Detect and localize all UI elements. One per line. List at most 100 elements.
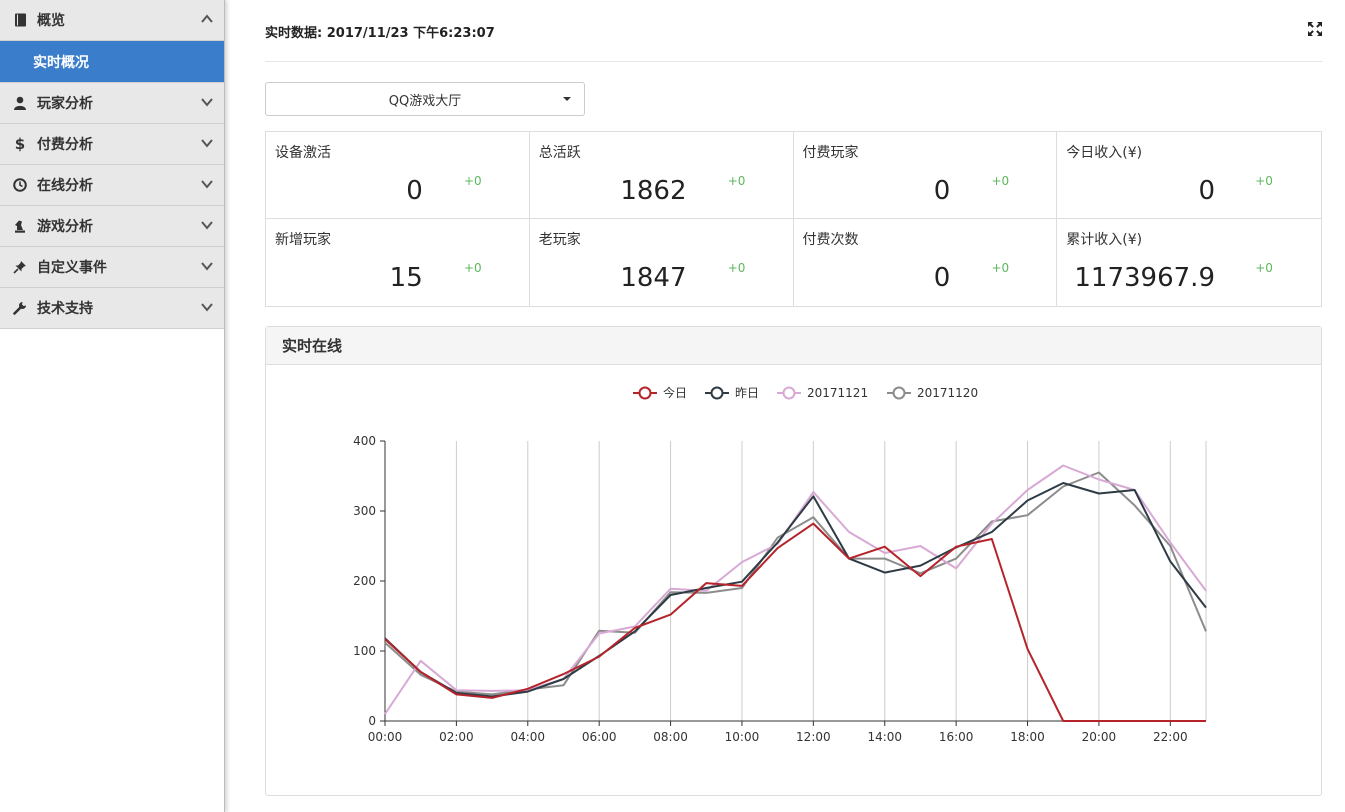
stat-value: 0 bbox=[933, 176, 951, 206]
wrench-icon bbox=[12, 300, 28, 316]
stat-label: 新增玩家 bbox=[275, 232, 331, 248]
x-tick-label: 20:00 bbox=[1082, 730, 1117, 744]
stat-label: 总活跃 bbox=[538, 145, 581, 161]
sidebar-item-realtime[interactable]: 实时概况 bbox=[0, 41, 224, 83]
stat-total-active: 总活跃 1862 +0 bbox=[529, 132, 794, 219]
legend-marker bbox=[892, 386, 906, 400]
y-tick-label: 300 bbox=[353, 504, 376, 518]
stat-payment-count: 付费次数 0 +0 bbox=[794, 219, 1058, 306]
sidebar-item-label: 付费分析 bbox=[37, 137, 93, 153]
stat-value: 15 bbox=[389, 263, 423, 293]
fullscreen-icon[interactable] bbox=[1307, 21, 1323, 37]
caret-down-icon bbox=[563, 97, 571, 101]
legend-label: 今日 bbox=[663, 385, 687, 400]
user-icon bbox=[12, 95, 28, 111]
stat-value: 0 bbox=[406, 176, 423, 206]
x-tick-label: 14:00 bbox=[867, 730, 902, 744]
legend-label: 昨日 bbox=[735, 386, 759, 400]
y-tick-label: 200 bbox=[353, 574, 376, 588]
chess-knight-icon bbox=[12, 218, 28, 234]
clock-icon bbox=[12, 177, 28, 193]
x-tick-label: 06:00 bbox=[582, 730, 617, 744]
legend-marker bbox=[710, 386, 724, 400]
stat-delta: +0 bbox=[1255, 174, 1273, 188]
stat-label: 设备激活 bbox=[275, 145, 331, 161]
chevron-down-icon[interactable] bbox=[200, 95, 214, 109]
series-line bbox=[384, 471, 1207, 696]
sidebar-item-game-analysis[interactable]: 游戏分析 bbox=[0, 206, 224, 247]
stat-value: 1862 bbox=[620, 176, 687, 206]
x-tick-label: 18:00 bbox=[1010, 730, 1045, 744]
y-tick-label: 100 bbox=[353, 644, 376, 658]
online-line-chart: 0 100 200 300 400 00:00 02:00 04:00 06:00 08:00 10… bbox=[353, 385, 1207, 744]
header-divider bbox=[265, 61, 1323, 62]
stat-label: 付费玩家 bbox=[802, 145, 859, 161]
stat-old-players: 老玩家 1847 +0 bbox=[530, 219, 794, 306]
sidebar-item-label: 游戏分析 bbox=[37, 219, 93, 235]
series-line bbox=[384, 464, 1207, 715]
stats-grid: 设备激活 0 +0 总活跃 1862 +0 付费玩家 0 +0 今日收入(¥) … bbox=[265, 131, 1322, 307]
sidebar-item-payment-analysis[interactable]: $ 付费分析 bbox=[0, 124, 224, 165]
legend-marker bbox=[782, 386, 796, 400]
chevron-down-icon[interactable] bbox=[200, 177, 214, 191]
sidebar-item-online-analysis[interactable]: 在线分析 bbox=[0, 165, 224, 206]
sidebar-item-label: 玩家分析 bbox=[37, 96, 93, 112]
chevron-down-icon[interactable] bbox=[200, 259, 214, 273]
stat-value: 0 bbox=[933, 263, 951, 293]
stat-label: 今日收入(¥) bbox=[1066, 145, 1143, 161]
stat-delta: +0 bbox=[991, 174, 1010, 188]
stat-total-revenue: 累计收入(¥) 1173967.9 +0 bbox=[1057, 219, 1321, 306]
book-icon bbox=[12, 12, 28, 28]
panel-title: 实时在线 bbox=[266, 327, 1321, 365]
stat-paying-players: 付费玩家 0 +0 bbox=[793, 132, 1058, 219]
sidebar-item-custom-events[interactable]: 自定义事件 bbox=[0, 247, 224, 288]
x-tick-label: 00:00 bbox=[368, 730, 403, 744]
chevron-down-icon[interactable] bbox=[200, 136, 214, 150]
x-tick-label: 02:00 bbox=[439, 730, 474, 744]
stat-delta: +0 bbox=[727, 261, 746, 275]
stat-label: 付费次数 bbox=[802, 232, 859, 248]
sidebar-item-overview[interactable]: 概览 bbox=[0, 0, 224, 41]
stat-delta: +0 bbox=[1255, 261, 1273, 275]
stat-label: 老玩家 bbox=[538, 232, 581, 248]
game-select[interactable]: QQ游戏大厅 bbox=[265, 82, 585, 116]
stat-value: 1173967.9 bbox=[1074, 263, 1215, 293]
sidebar-item-label: 自定义事件 bbox=[37, 260, 107, 276]
realtime-timestamp: 实时数据: 2017/11/23 下午6:23:07 bbox=[265, 26, 495, 41]
chevron-up-icon[interactable] bbox=[200, 12, 214, 26]
x-tick-label: 04:00 bbox=[510, 730, 545, 744]
x-tick-label: 12:00 bbox=[796, 730, 831, 744]
chevron-down-icon[interactable] bbox=[200, 300, 214, 314]
sidebar: 概览 实时概况 玩家分析 $ 付费分析 在线分析 游戏分析 自定义事件 bbox=[0, 0, 225, 812]
sidebar-item-label: 概览 bbox=[37, 13, 65, 29]
stat-delta: +0 bbox=[464, 261, 482, 275]
legend-label: 20171121 bbox=[807, 386, 868, 400]
x-tick-label: 16:00 bbox=[939, 730, 974, 744]
stat-delta: +0 bbox=[464, 174, 482, 188]
sidebar-item-label: 技术支持 bbox=[37, 301, 93, 317]
sidebar-item-player-analysis[interactable]: 玩家分析 bbox=[0, 83, 224, 124]
y-tick-label: 0 bbox=[368, 714, 376, 728]
sidebar-item-tech-support[interactable]: 技术支持 bbox=[0, 288, 224, 329]
x-tick-label: 08:00 bbox=[653, 730, 688, 744]
game-select-value: QQ游戏大厅 bbox=[388, 93, 462, 109]
pushpin-icon bbox=[12, 259, 28, 275]
y-tick-label: 400 bbox=[353, 434, 376, 448]
stat-device-activation: 设备激活 0 +0 bbox=[266, 132, 530, 219]
dollar-icon: $ bbox=[14, 135, 26, 153]
realtime-online-panel: 实时在线 0 100 200 300 400 00:00 02:00 04:00 06:00 08… bbox=[265, 326, 1322, 796]
legend-label: 20171120 bbox=[917, 386, 978, 400]
stat-value: 1847 bbox=[620, 263, 687, 293]
sidebar-item-label: 在线分析 bbox=[37, 178, 93, 194]
series-line bbox=[384, 482, 1207, 698]
chevron-down-icon[interactable] bbox=[200, 218, 214, 232]
stat-delta: +0 bbox=[991, 261, 1010, 275]
stat-delta: +0 bbox=[727, 174, 746, 188]
stat-value: 0 bbox=[1198, 176, 1215, 206]
sidebar-item-label: 实时概况 bbox=[33, 54, 89, 71]
x-tick-label: 10:00 bbox=[725, 730, 760, 744]
stat-today-revenue: 今日收入(¥) 0 +0 bbox=[1057, 132, 1321, 219]
x-tick-label: 22:00 bbox=[1153, 730, 1188, 744]
legend-marker bbox=[638, 386, 652, 400]
stat-label: 累计收入(¥) bbox=[1066, 232, 1143, 248]
